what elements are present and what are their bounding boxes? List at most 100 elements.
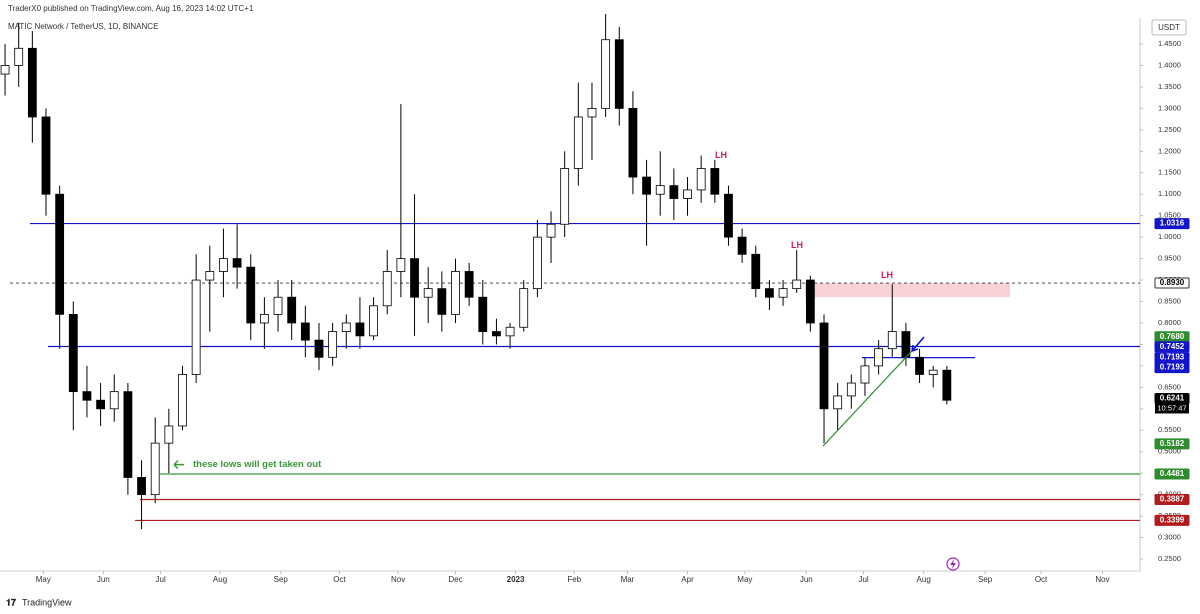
candle-body xyxy=(68,313,78,393)
candle-body xyxy=(369,305,378,337)
candle-body xyxy=(833,395,843,410)
x-tick-label: Oct xyxy=(1035,575,1048,584)
candle-body xyxy=(219,258,228,272)
x-tick-label: Jul xyxy=(858,575,868,584)
price-tag-label: 0.7680 xyxy=(1160,332,1185,341)
candle-body xyxy=(287,296,297,324)
alert-icon[interactable] xyxy=(946,557,960,571)
candle-body xyxy=(587,107,597,118)
y-tick-label: 1.3500 xyxy=(1158,82,1181,91)
y-tick-label: 0.3000 xyxy=(1158,533,1181,542)
lh-label: LH xyxy=(791,240,803,250)
price-tag-label: 0.6241 xyxy=(1160,394,1185,403)
y-tick-label: 0.8500 xyxy=(1158,296,1181,305)
candle-body xyxy=(396,258,406,272)
candle-body xyxy=(355,322,365,337)
candle-body xyxy=(314,339,324,358)
candle-body xyxy=(137,477,146,496)
candle-body xyxy=(232,258,242,268)
price-tag xyxy=(1154,438,1190,450)
symbol-title: MATIC Network / TetherUS, 1D, BINANCE xyxy=(8,22,158,31)
price-tag xyxy=(1154,341,1190,353)
candle-body xyxy=(273,296,283,315)
candle-body xyxy=(259,313,269,324)
y-tick-label: 1.4500 xyxy=(1158,39,1181,48)
x-tick-label: Sep xyxy=(274,575,289,584)
candle-body xyxy=(546,223,556,238)
candle-body xyxy=(150,442,160,496)
candle-body xyxy=(614,39,624,109)
publish-note: TraderX0 published on TradingView.com, A… xyxy=(8,4,254,13)
x-tick-label: Oct xyxy=(333,575,346,584)
y-tick-label: 1.0000 xyxy=(1158,232,1181,241)
y-tick-label: 1.0500 xyxy=(1158,211,1181,220)
logo-mark: 𝟏𝟕 xyxy=(6,597,16,607)
candle-body xyxy=(14,47,24,66)
x-tick-label: May xyxy=(36,575,51,584)
x-tick-label: Feb xyxy=(567,575,581,584)
candle-body xyxy=(82,391,92,401)
x-tick-label: Jul xyxy=(156,575,166,584)
candle-body xyxy=(751,253,761,290)
candle-body xyxy=(505,326,515,337)
price-tag-label: 0.7452 xyxy=(1160,342,1185,351)
candle-body xyxy=(191,279,201,375)
candle-body xyxy=(300,322,310,341)
candle-body xyxy=(27,47,37,118)
price-tag xyxy=(1154,277,1190,289)
y-tick-label: 0.6500 xyxy=(1158,382,1181,391)
candle-body xyxy=(109,391,119,410)
candle-body xyxy=(164,425,174,444)
y-tick-label: 1.1500 xyxy=(1158,168,1181,177)
candle-body xyxy=(478,296,488,332)
candle-body xyxy=(737,236,747,255)
y-tick-label: 0.8000 xyxy=(1158,318,1181,327)
x-tick-label: Dec xyxy=(448,575,462,584)
x-tick-label: Aug xyxy=(917,575,931,584)
candle-body xyxy=(805,279,815,324)
price-tag-label: 0.3399 xyxy=(1160,516,1185,525)
candle-body xyxy=(532,236,542,290)
candle-body xyxy=(601,39,611,109)
candle-body xyxy=(178,374,187,427)
y-tick-label: 1.4000 xyxy=(1158,60,1181,69)
y-tick-label: 1.2000 xyxy=(1158,146,1181,155)
candle-body xyxy=(464,271,474,298)
candle-body xyxy=(96,399,105,410)
price-tag xyxy=(1154,362,1190,374)
price-tag-label: 0.8930 xyxy=(1160,278,1185,287)
candle-body xyxy=(328,331,338,358)
candle-body xyxy=(669,185,679,199)
candle-body xyxy=(710,168,720,195)
candle-body xyxy=(205,271,215,281)
x-tick-label: Apr xyxy=(681,575,694,584)
lh-label: LH xyxy=(715,150,727,160)
candle-body xyxy=(942,369,952,401)
candle-body xyxy=(341,322,351,332)
candle-body xyxy=(41,116,51,195)
candle-body xyxy=(874,348,884,367)
break-arrow xyxy=(911,336,925,352)
candle-body xyxy=(492,331,501,337)
candle-body xyxy=(519,288,529,328)
price-tag-label: 0.5182 xyxy=(1160,439,1185,448)
x-tick-label: May xyxy=(737,575,752,584)
countdown: 10:57:47 xyxy=(1157,403,1186,412)
price-tag xyxy=(1154,493,1190,505)
trendline xyxy=(822,344,919,447)
candle-body xyxy=(451,271,460,315)
x-tick-label: Jun xyxy=(800,575,813,584)
price-tag xyxy=(1154,514,1190,526)
candle-body xyxy=(246,266,256,324)
y-tick-label: 1.3000 xyxy=(1158,103,1181,112)
x-tick-label: Mar xyxy=(621,575,635,584)
candle-body xyxy=(765,288,774,298)
candle-body xyxy=(724,193,733,238)
candle-body xyxy=(423,288,433,298)
candle-body xyxy=(696,168,706,191)
x-tick-label: Jun xyxy=(97,575,110,584)
candle-body xyxy=(573,116,583,169)
candle-body xyxy=(437,288,447,315)
candle-body xyxy=(382,271,392,307)
